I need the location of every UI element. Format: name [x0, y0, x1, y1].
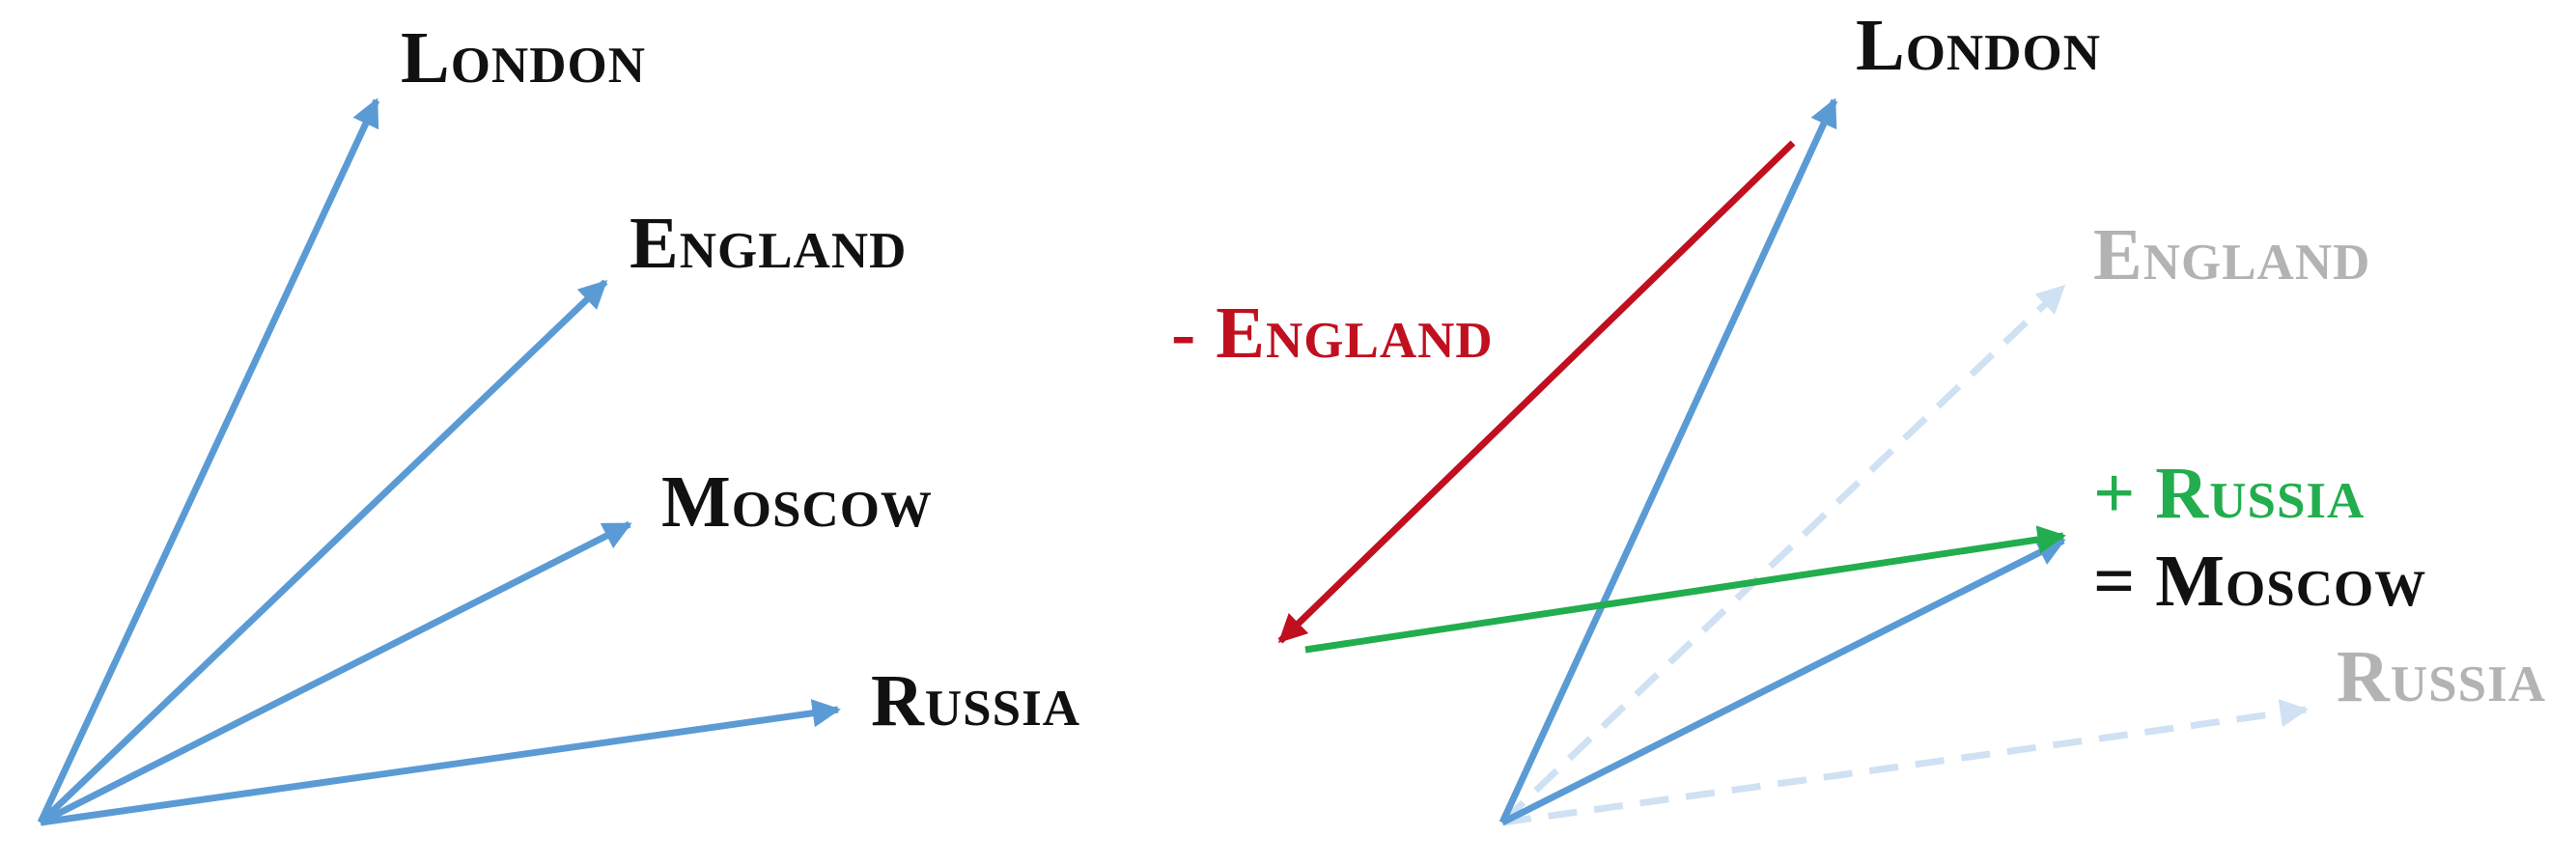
vector-london — [1498, 98, 1838, 824]
label-england: England — [630, 203, 907, 284]
label-england-faded: England — [2093, 214, 2370, 295]
right-panel: London England Russia - England + Russia… — [1171, 5, 2546, 826]
vector-england-faded — [1499, 284, 2066, 825]
vector-moscow — [39, 520, 632, 826]
label-london: London — [1856, 5, 2101, 86]
label-moscow: Moscow — [661, 461, 933, 543]
vector-russia — [40, 699, 841, 826]
left-panel: London England Moscow Russia — [37, 17, 1080, 826]
label-minus-england: - England — [1171, 293, 1494, 374]
vector-moscow — [1500, 537, 2066, 826]
label-equals-moscow: = Moscow — [2093, 541, 2426, 622]
vector-minus-england — [1277, 140, 1796, 644]
label-russia-faded: Russia — [2337, 636, 2546, 717]
label-russia: Russia — [871, 660, 1080, 741]
vector-plus-russia — [1304, 525, 2066, 654]
vector-russia-faded — [1501, 699, 2309, 826]
vector-london — [37, 98, 380, 824]
label-plus-russia: + Russia — [2093, 453, 2365, 534]
label-london: London — [401, 17, 646, 98]
vector-england — [38, 279, 608, 825]
